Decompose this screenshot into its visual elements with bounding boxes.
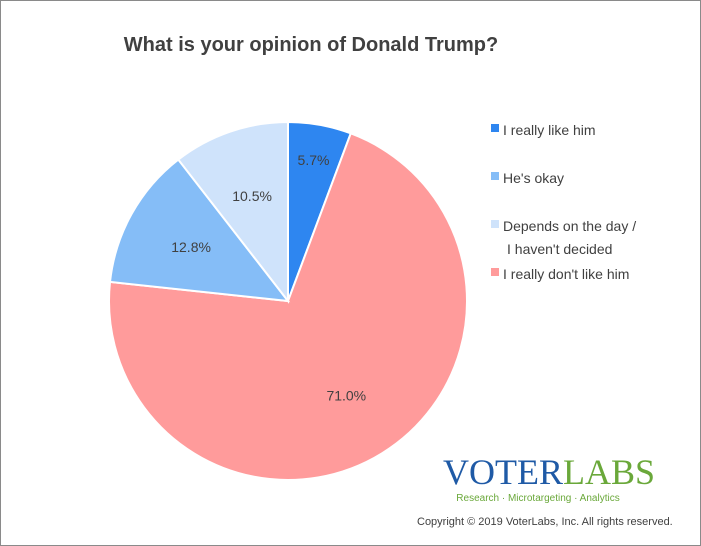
voterlabs-logo: VOTERLABS Research · Microtargeting · An… xyxy=(443,452,655,504)
logo-labs-text: LABS xyxy=(563,452,656,492)
logo-voter-text: VOTER xyxy=(443,452,563,492)
legend-swatch xyxy=(491,172,499,180)
legend-label: I really don't like him xyxy=(503,266,630,282)
pie-slice xyxy=(176,120,289,304)
slice-data-label: 12.8% xyxy=(171,239,211,255)
legend-swatch xyxy=(491,268,499,276)
pie-slice xyxy=(108,158,291,303)
legend-label: I really like him xyxy=(503,122,596,138)
copyright-notice: Copyright © 2019 VoterLabs, Inc. All rig… xyxy=(417,516,673,528)
legend-label: He's okay xyxy=(503,170,565,186)
legend-swatch xyxy=(491,220,499,228)
slice-data-label: 10.5% xyxy=(232,188,272,204)
legend-label: Depends on the day / I haven't decided xyxy=(503,218,637,257)
slice-data-label: 71.0% xyxy=(326,387,366,403)
pie-slice xyxy=(108,132,468,481)
slice-data-label: 5.7% xyxy=(298,152,330,168)
legend-swatch xyxy=(491,124,499,132)
logo-tagline: Research · Microtargeting · Analytics xyxy=(456,493,620,504)
chart-title: What is your opinion of Donald Trump? xyxy=(123,34,499,56)
